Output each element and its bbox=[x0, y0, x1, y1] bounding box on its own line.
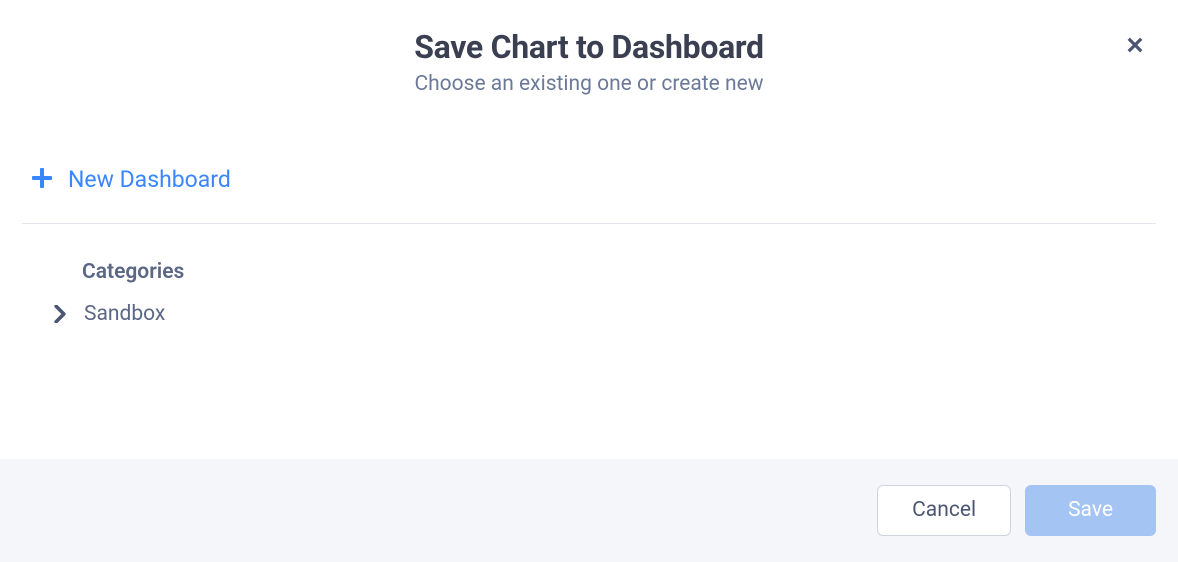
modal-header: Save Chart to Dashboard Choose an existi… bbox=[0, 0, 1178, 106]
categories-heading: Categories bbox=[82, 260, 1146, 284]
cancel-button[interactable]: Cancel bbox=[877, 485, 1011, 536]
tree-item-sandbox[interactable]: Sandbox bbox=[54, 302, 1146, 326]
modal-footer: Cancel Save bbox=[0, 459, 1178, 562]
plus-icon bbox=[32, 167, 52, 193]
tree-item-label: Sandbox bbox=[84, 302, 165, 326]
chevron-right-icon bbox=[54, 305, 66, 323]
modal-subtitle: Choose an existing one or create new bbox=[20, 72, 1158, 96]
modal-body: New Dashboard Categories Sandbox bbox=[0, 106, 1178, 459]
save-button[interactable]: Save bbox=[1025, 485, 1156, 536]
new-dashboard-button[interactable]: New Dashboard bbox=[22, 156, 1156, 223]
categories-section: Categories Sandbox bbox=[22, 224, 1156, 326]
new-dashboard-label: New Dashboard bbox=[68, 166, 231, 193]
close-button[interactable] bbox=[1124, 34, 1146, 60]
modal-title: Save Chart to Dashboard bbox=[20, 28, 1158, 66]
save-chart-modal: Save Chart to Dashboard Choose an existi… bbox=[0, 0, 1178, 562]
close-icon bbox=[1124, 34, 1146, 60]
